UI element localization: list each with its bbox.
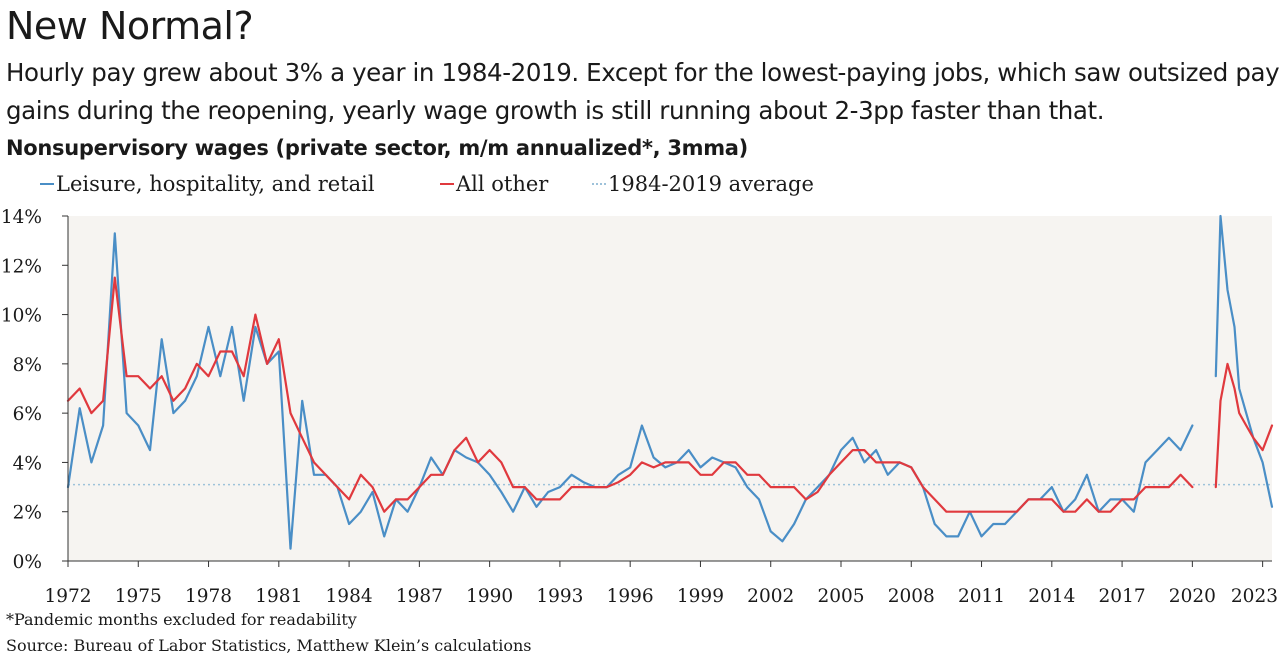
- subtitle: Hourly pay grew about 3% a year in 1984-…: [6, 58, 1280, 125]
- x-tick-label: 1987: [396, 586, 443, 607]
- x-tick-label: 1975: [115, 586, 162, 607]
- legend-swatch-other: [440, 183, 454, 185]
- x-tick-label: 1981: [255, 586, 302, 607]
- legend-swatch-average: [592, 183, 606, 185]
- y-tick-label: 6%: [13, 404, 42, 425]
- legend-item-average: 1984-2019 average: [592, 172, 814, 196]
- y-tick-label: 0%: [13, 552, 42, 573]
- source-note: Source: Bureau of Labor Statistics, Matt…: [6, 636, 532, 655]
- x-tick-label: 2023: [1231, 586, 1278, 607]
- legend-label-other: All other: [456, 172, 549, 196]
- x-tick-label: 1984: [326, 586, 373, 607]
- x-tick-label: 2002: [747, 586, 794, 607]
- page-title: New Normal?: [6, 4, 254, 48]
- legend-item-other: All other: [440, 172, 548, 196]
- axis-layer: 0% 2% 4% 6% 8% 10% 12% 14% 1972 1975 1978 1981 1984 1…: [1, 207, 1278, 607]
- series-line-other-0: [66, 276, 1194, 513]
- series-layer: [66, 214, 1274, 550]
- legend-label-average: 1984-2019 average: [608, 172, 814, 196]
- x-tick-label: 2020: [1169, 586, 1216, 607]
- y-tick-label: 4%: [13, 453, 42, 474]
- y-tick-label: 8%: [13, 355, 42, 376]
- x-tick-label: 2011: [958, 586, 1005, 607]
- x-tick-label: 1972: [44, 586, 91, 607]
- x-tick-label: 2014: [1028, 586, 1075, 607]
- x-tick-label: 1999: [677, 586, 724, 607]
- y-tick-label: 12%: [1, 256, 42, 277]
- legend-label-leisure: Leisure, hospitality, and retail: [56, 172, 375, 196]
- legend-swatch-leisure: [40, 183, 54, 185]
- series-line-leisure-0: [66, 232, 1194, 550]
- series-line-other-1: [1214, 362, 1274, 489]
- series-line-leisure-1: [1214, 214, 1274, 508]
- x-tick-label: 2017: [1099, 586, 1146, 607]
- chart-title: Nonsupervisory wages (private sector, m/…: [6, 136, 748, 160]
- legend-item-leisure: Leisure, hospitality, and retail: [40, 172, 375, 196]
- x-tick-label: 1993: [536, 586, 583, 607]
- x-tick-label: 2008: [888, 586, 935, 607]
- plot-area: [68, 216, 1272, 561]
- y-tick-label: 10%: [1, 306, 42, 327]
- x-tick-label: 2005: [817, 586, 864, 607]
- y-tick-label: 14%: [1, 207, 42, 228]
- y-tick-label: 2%: [13, 503, 42, 524]
- x-tick-label: 1996: [607, 586, 654, 607]
- x-tick-label: 1990: [466, 586, 513, 607]
- x-tick-label: 1978: [185, 586, 232, 607]
- line-chart: 0% 2% 4% 6% 8% 10% 12% 14% 1972 1975 1978 1981 1984 1…: [1, 207, 1278, 607]
- footnote: *Pandemic months excluded for readabilit…: [6, 610, 357, 629]
